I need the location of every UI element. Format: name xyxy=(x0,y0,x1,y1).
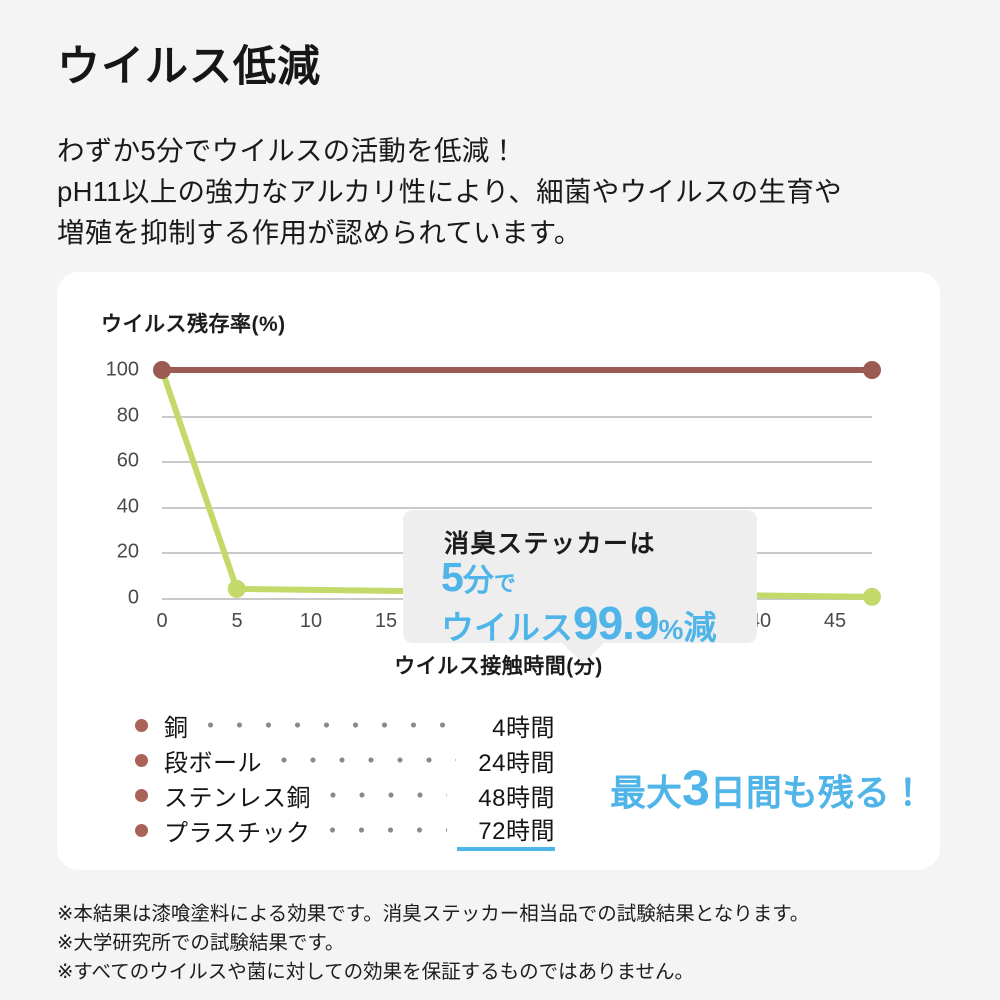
legend-leader-dots: ・・・・・ xyxy=(321,783,447,810)
legend-item-label: 段ボール xyxy=(164,750,262,777)
series-point-1-1 xyxy=(227,579,246,598)
legend-item-label: ステンレス銅 xyxy=(164,785,311,812)
page-title: ウイルス低減 xyxy=(57,43,321,91)
y-tick-20: 20 xyxy=(116,540,139,563)
footnote-2: ※大学研究所での試験結果です。 xyxy=(57,932,345,954)
y-tick-40: 40 xyxy=(116,495,139,518)
legend-row: 段ボール ・・・・・・・・ 24時間 xyxy=(135,743,555,778)
x-axis-title: ウイルス接触時間(分) xyxy=(394,655,603,678)
legend-item-label: 銅 xyxy=(164,715,189,742)
callout-percent-symbol: % xyxy=(658,614,684,645)
x-tick-15: 15 xyxy=(374,610,398,632)
legend-row: ステンレス銅 ・・・・・ 48時間 xyxy=(135,778,555,813)
legend-item-value: 4時間 xyxy=(492,715,555,742)
legend-dot-icon xyxy=(135,719,148,732)
x-tick-10: 10 xyxy=(299,610,323,632)
legend-leader-dots: ・・・・・・・・ xyxy=(272,748,456,775)
x-tick-45: 45 xyxy=(823,610,847,632)
callout-minutes-number: 5 xyxy=(441,554,464,600)
y-tick-0: 0 xyxy=(127,586,139,609)
max-days-suffix: 日間も残る！ xyxy=(709,772,926,813)
callout-minutes-suffix: で xyxy=(493,571,516,596)
y-tick-100: 100 xyxy=(105,358,139,381)
lead-paragraph: わずか5分でウイルスの活動を低減！ pH11以上の強力なアルカリ性により、細菌や… xyxy=(57,130,842,253)
lead-line-3: 増殖を抑制する作用が認められています。 xyxy=(57,217,582,248)
legend-row: 銅 ・・・・・・・・・・・・ 4時間 xyxy=(135,708,555,743)
series-point-0-1 xyxy=(863,361,881,379)
lead-line-1: わずか5分でウイルスの活動を低減！ xyxy=(57,135,518,166)
max-days-prefix: 最大 xyxy=(610,772,683,813)
callout-minutes-unit: 分 xyxy=(462,563,494,598)
legend: 銅 ・・・・・・・・・・・・ 4時間 段ボール ・・・・・・・・ 24時間 ステ… xyxy=(135,708,555,851)
x-tick-0: 0 xyxy=(156,610,168,632)
legend-dot-icon xyxy=(135,789,148,802)
y-tick-80: 80 xyxy=(116,404,139,427)
plot-area: 100 80 60 40 20 0 0 5 10 15 20 25 30 35 … xyxy=(106,359,881,663)
callout-bubble: 消臭ステッカーは 5分で ウイルス99.9%減 xyxy=(403,510,757,649)
max-days-callout: 最大3日間も残る！ xyxy=(610,759,926,817)
legend-leader-dots: ・・・・・・・・・・・・ xyxy=(198,713,461,740)
legend-leader-dots: ・・・・・ xyxy=(320,818,448,845)
series-point-1-2 xyxy=(863,587,881,606)
legend-item-value: 24時間 xyxy=(478,750,555,777)
callout-reduce-word: 減 xyxy=(683,609,717,646)
callout-line-3: ウイルス99.9%減 xyxy=(441,596,716,650)
lead-line-2: pH11以上の強力なアルカリ性により、細菌やウイルスの生育や xyxy=(57,176,842,207)
gridline-60 xyxy=(162,461,872,463)
legend-dot-icon xyxy=(135,754,148,767)
callout-line-2: 5分で xyxy=(441,554,516,601)
callout-line-1: 消臭ステッカーは xyxy=(444,530,657,558)
callout-reduction-number: 99.9 xyxy=(573,597,660,649)
legend-item-value: 48時間 xyxy=(478,785,555,812)
callout-virus-word: ウイルス xyxy=(441,609,573,646)
max-days-number: 3 xyxy=(682,760,710,816)
legend-item-label: プラスチック xyxy=(164,820,311,847)
footnote-1: ※本結果は漆喰塗料による効果です。消臭ステッカー相当品での試験結果となります。 xyxy=(57,903,810,925)
series-point-0-0 xyxy=(153,361,171,379)
y-axis-title: ウイルス残存率(%) xyxy=(101,313,286,336)
legend-dot-icon xyxy=(135,824,148,837)
y-tick-60: 60 xyxy=(116,449,139,472)
legend-row: プラスチック ・・・・・ 72時間 xyxy=(135,811,555,851)
gridline-80 xyxy=(162,416,872,418)
footnote-3: ※すべてのウイルスや菌に対しての効果を保証するものではありません。 xyxy=(57,961,695,983)
virus-survival-chart: ウイルス残存率(%) ウイルス接触時間(分) 100 80 60 40 20 0… xyxy=(57,272,940,692)
x-tick-5: 5 xyxy=(231,610,243,632)
chart-card: ウイルス残存率(%) ウイルス接触時間(分) 100 80 60 40 20 0… xyxy=(57,272,940,870)
legend-item-value: 72時間 xyxy=(457,811,555,851)
gridline-40 xyxy=(162,507,872,509)
callout-pointer-icon xyxy=(561,642,605,663)
footnotes: ※本結果は漆喰塗料による効果です。消臭ステッカー相当品での試験結果となります。 … xyxy=(57,900,809,987)
